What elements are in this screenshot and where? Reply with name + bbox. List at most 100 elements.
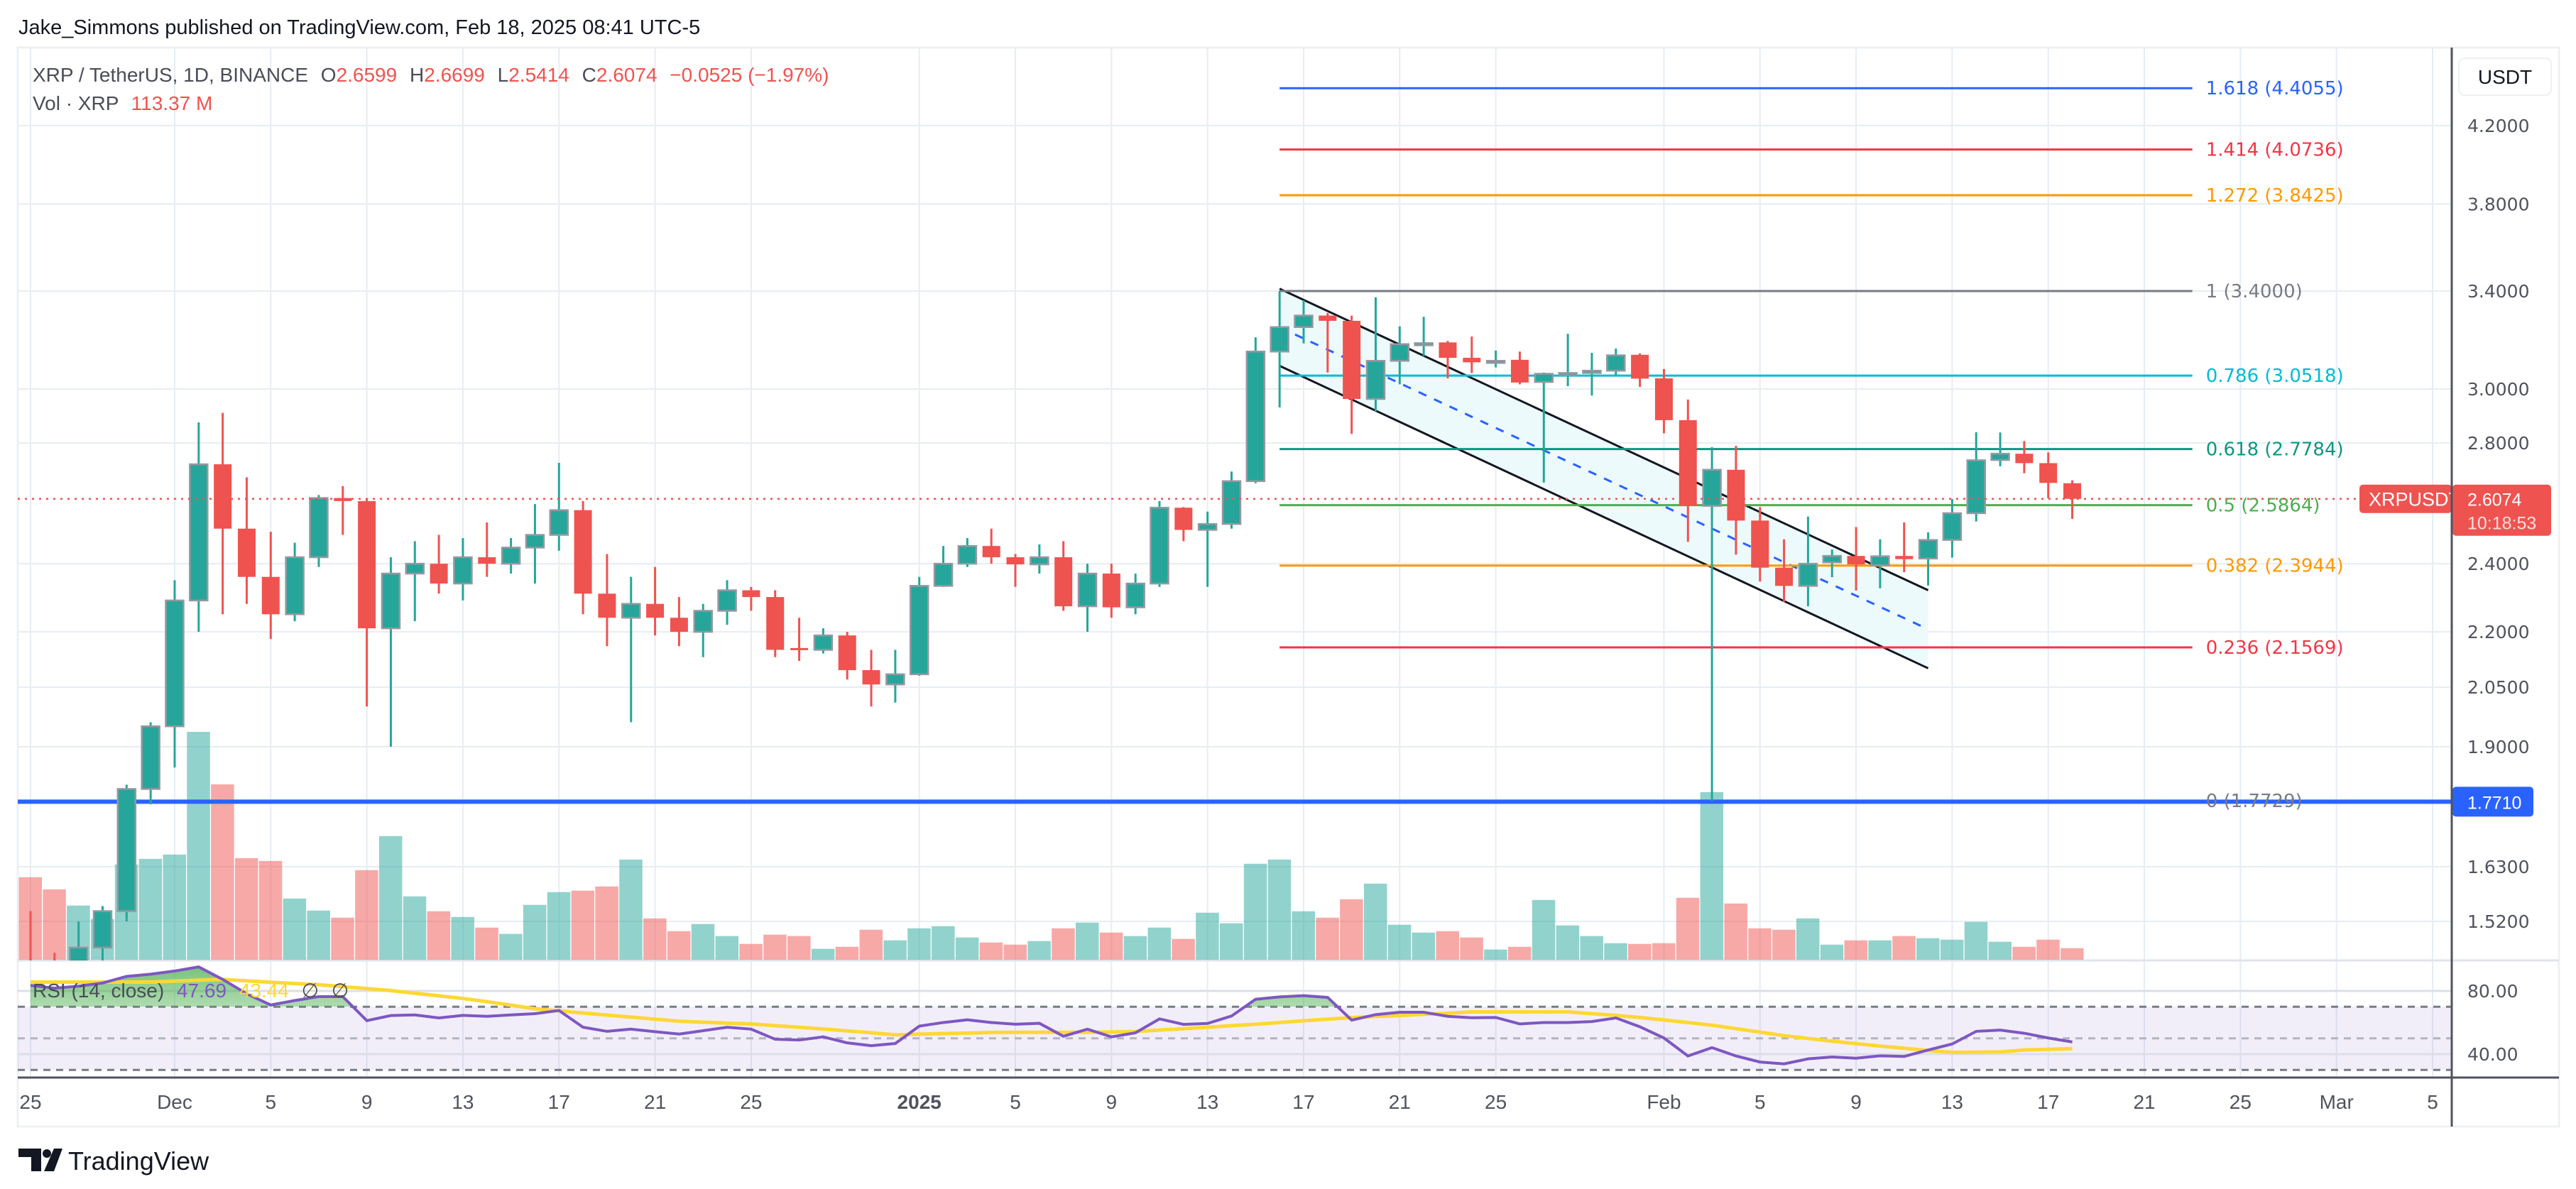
open-label: O xyxy=(321,64,337,86)
candle xyxy=(885,650,905,703)
candle xyxy=(982,528,1000,564)
open-value: 2.6599 xyxy=(337,64,398,86)
time-axis-label: 21 xyxy=(2133,1091,2155,1113)
candle xyxy=(1221,471,1242,529)
candle-body xyxy=(68,946,89,960)
volume-label[interactable]: Vol · XRP xyxy=(33,92,119,114)
candle-body xyxy=(790,647,809,650)
candle xyxy=(1751,507,1769,582)
candle xyxy=(2039,452,2058,499)
time-axis-label: 17 xyxy=(2037,1091,2059,1113)
candle xyxy=(1631,353,1649,388)
low-value: 2.5414 xyxy=(508,64,569,86)
volume-bar xyxy=(1292,911,1315,960)
symbol-name[interactable]: XRP / TetherUS, 1D, BINANCE xyxy=(33,64,308,86)
rsi-name[interactable]: RSI (14, close) xyxy=(33,980,164,1002)
volume-bar xyxy=(355,870,378,960)
volume-bar xyxy=(691,924,715,960)
volume-bar xyxy=(1507,946,1532,960)
time-axis-label: 25 xyxy=(740,1091,762,1113)
volume-bar xyxy=(2061,948,2084,960)
candle xyxy=(309,495,329,567)
volume-bar xyxy=(1076,922,1099,960)
candle-body xyxy=(237,528,256,577)
currency-button[interactable] xyxy=(2458,57,2552,96)
time-axis-label: 5 xyxy=(1754,1091,1766,1113)
price-axis[interactable]: USDT 25 Dec 5 9 13 17 21 25 2025 5 9 13 17 21 25 Feb 5 9 1… xyxy=(18,48,2559,1127)
rsi-ma-line xyxy=(31,977,2073,1055)
candle-body xyxy=(1245,351,1266,483)
hline-price-value: 1.7710 xyxy=(2467,793,2521,813)
candle xyxy=(598,554,616,647)
volume-bar xyxy=(907,928,931,960)
candle xyxy=(1558,334,1578,386)
drawings[interactable] xyxy=(18,87,2452,804)
candle-body xyxy=(1197,522,1218,531)
volume-bar xyxy=(547,892,571,960)
candle-body xyxy=(862,670,880,685)
volume-bar xyxy=(979,942,1003,960)
candle-body xyxy=(813,634,834,651)
volume-bar xyxy=(211,784,234,960)
candle xyxy=(141,722,160,805)
candle-body xyxy=(1631,354,1649,379)
volume-bar xyxy=(283,898,307,960)
time-axis-label: 9 xyxy=(361,1091,373,1113)
candle-body xyxy=(1534,373,1554,383)
volume-bar xyxy=(1147,927,1172,960)
volume-bar xyxy=(1436,931,1459,960)
volume-bar xyxy=(403,896,427,960)
close-value: 2.6074 xyxy=(596,64,657,86)
currency-label[interactable]: USDT xyxy=(2478,66,2532,88)
symbol-legend[interactable]: XRP / TetherUS, 1D, BINANCE O2.6599 H2.6… xyxy=(33,64,829,86)
candle xyxy=(933,546,954,587)
volume-bar xyxy=(1868,940,1892,960)
fib-level-label: 0.382 (2.3944) xyxy=(2206,556,2344,577)
candle xyxy=(285,542,305,622)
candle xyxy=(693,603,713,657)
volume-bar xyxy=(2036,939,2060,960)
rsi-legend[interactable]: RSI (14, close) 47.69 43.44 ∅ ∅ xyxy=(33,980,349,1002)
time-axis-label: 25 xyxy=(19,1091,41,1113)
candle-body xyxy=(1582,369,1602,374)
candle xyxy=(214,412,232,615)
candle-body xyxy=(165,599,185,728)
candle xyxy=(1319,312,1337,373)
candle xyxy=(790,618,809,661)
volume-bar xyxy=(43,889,66,960)
candle-body xyxy=(621,603,641,619)
candle xyxy=(2015,441,2034,473)
volume-legend[interactable]: Vol · XRP 113.37 M xyxy=(33,92,212,114)
candle-body xyxy=(525,534,545,549)
volume-bar xyxy=(1340,899,1363,960)
tradingview-logo[interactable]: TradingView xyxy=(18,1146,209,1176)
candle xyxy=(1054,541,1073,611)
volume-bar xyxy=(1052,928,1075,960)
volume-bar xyxy=(1220,923,1243,960)
candle-body xyxy=(334,498,352,501)
candle-body xyxy=(646,603,665,618)
channel-lower-line[interactable] xyxy=(1279,365,1929,669)
volume-bar xyxy=(234,857,258,960)
price-axis-label: 1.9000 xyxy=(2467,737,2529,757)
candle xyxy=(1174,507,1193,542)
volume-bar xyxy=(1628,943,1652,960)
rsi-axis-label: 80.00 xyxy=(2467,981,2518,1002)
volume-bar xyxy=(523,904,547,960)
symbol-tag xyxy=(2359,484,2452,513)
candle-body xyxy=(381,572,401,630)
volume-bar xyxy=(763,934,787,960)
channel-upper-line[interactable] xyxy=(1279,287,1929,591)
candle xyxy=(909,576,929,676)
candle-body xyxy=(1751,520,1769,568)
rsi-pane xyxy=(18,965,2452,1071)
candle-body xyxy=(478,557,496,564)
volume-bar xyxy=(1772,929,1796,960)
candle-body xyxy=(261,576,280,615)
candle-body xyxy=(1606,354,1626,372)
candle-body xyxy=(1775,567,1794,586)
volume-bar xyxy=(739,943,763,960)
volume-bar xyxy=(138,858,163,960)
